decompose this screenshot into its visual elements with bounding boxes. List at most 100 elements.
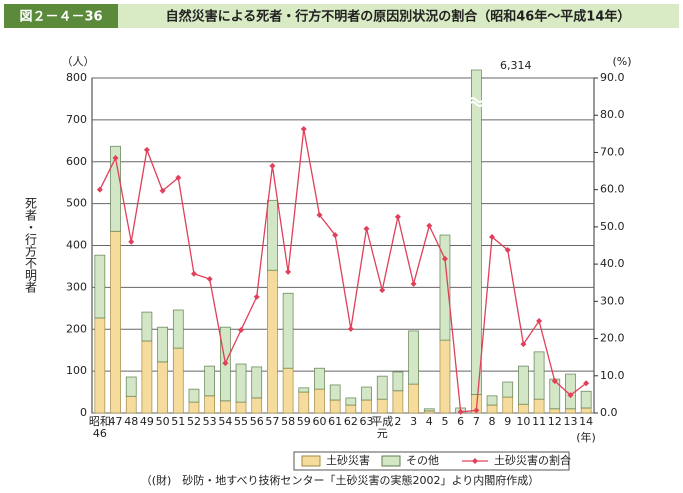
axis-break [468,97,485,107]
x-tick-label: 62 [343,415,358,428]
x-tick-label: 47 [108,415,123,428]
y-tick-label: 700 [66,113,87,126]
x-tick-label: 59 [296,415,311,428]
bar-segment [345,397,357,406]
bar-segment [502,396,514,414]
y2-tick-label: 40.0 [600,257,625,270]
bar-segment [314,367,325,390]
x-tick-label: 平成元 [371,415,394,440]
line-marker [175,174,182,181]
chart-title: 自然災害による死者・行方不明者の原因別状況の割合（昭和46年～平成14年） [166,9,631,25]
bar-segment [141,340,153,414]
bar-segment [502,381,514,398]
line-marker [143,146,150,153]
x-tick-label: 48 [124,415,139,428]
bar-segment [282,292,294,369]
legend-label: その他 [406,454,439,467]
line-marker [238,326,245,333]
bar-segment [376,398,388,414]
x-tick-label: 8 [488,415,496,428]
x-tick-label: 57 [265,415,280,428]
bar-segment [408,383,419,414]
bar-segment [235,363,247,403]
line-marker [520,341,527,348]
bar-segment [172,347,184,414]
line-marker [567,392,574,399]
x-tick-label: 51 [171,415,186,428]
bar-segment [376,375,388,400]
legend-swatch [301,455,321,467]
x-tick-label: 14 [579,415,594,428]
line-marker [285,268,292,275]
bar-segment [549,408,561,414]
bar-segment [329,384,341,401]
y2-tick-label: 0.0 [600,406,618,419]
y2-tick-label: 70.0 [600,145,625,158]
y-tick-label: 500 [66,197,87,210]
bar-segment [298,387,310,393]
y2-tick-label: 50.0 [600,220,625,233]
bar-segment [188,388,200,403]
bar-segment [157,361,168,414]
bar-segment [204,365,216,397]
bar-segment [486,395,498,406]
bar-segment [361,399,372,414]
y-tick-label: 200 [66,322,87,335]
bar-segment [235,401,247,414]
line-marker [379,287,386,294]
line-marker [583,380,590,387]
x-tick-label: 5 [441,415,449,428]
line-marker [489,233,496,240]
bar-segment [282,367,294,414]
x-tick-label: 4 [425,415,433,428]
x-tick-label: 58 [281,415,296,428]
line-marker [222,360,229,367]
bar-segment [172,309,184,349]
x-tick-label: 10 [516,415,531,428]
bar-segment [518,365,529,405]
bar-segment [533,351,545,400]
line-marker [190,270,197,277]
line-marker [410,280,417,287]
y-tick-label: 100 [66,364,87,377]
bar-segment [470,69,482,395]
x-tick-label: 49 [139,415,154,428]
y-tick-label: 400 [66,239,87,252]
x-tick-label: 50 [155,415,170,428]
bar-segment [110,145,121,232]
line-marker [332,232,339,239]
bar-segment [251,397,263,414]
bar-segment [298,391,310,414]
x-tick-label: 11 [532,415,547,428]
line-marker [159,187,166,194]
legend-label: 土砂災害の割合 [494,453,571,467]
x-unit: (年) [576,430,596,444]
bar-segment [392,390,404,414]
line-marker [269,162,276,169]
y2-tick-label: 90.0 [600,71,625,84]
line-marker [112,155,119,162]
x-tick-label: 53 [202,415,217,428]
line-marker [441,255,448,262]
bar-segment [204,395,216,414]
x-tick-label: 52 [186,415,201,428]
figure-label: 図２－４－36 [19,10,102,25]
line-marker [394,213,401,220]
line-marker [536,318,543,325]
line-series [99,128,587,413]
line-marker [316,211,323,218]
bar-segment [580,390,592,409]
x-tick-label: 63 [359,415,374,428]
x-tick-label: 55 [234,415,249,428]
x-tick-label: 60 [312,415,327,428]
legend-marker [472,458,478,464]
line-marker [473,407,480,414]
line-marker [96,186,103,193]
y-axis-title: 死者・行方不明者 [24,197,38,294]
line-marker [551,377,558,384]
y2-tick-label: 80.0 [600,108,625,121]
x-tick-label: 昭和46 [88,415,111,440]
y2-unit: (%) [612,55,631,68]
